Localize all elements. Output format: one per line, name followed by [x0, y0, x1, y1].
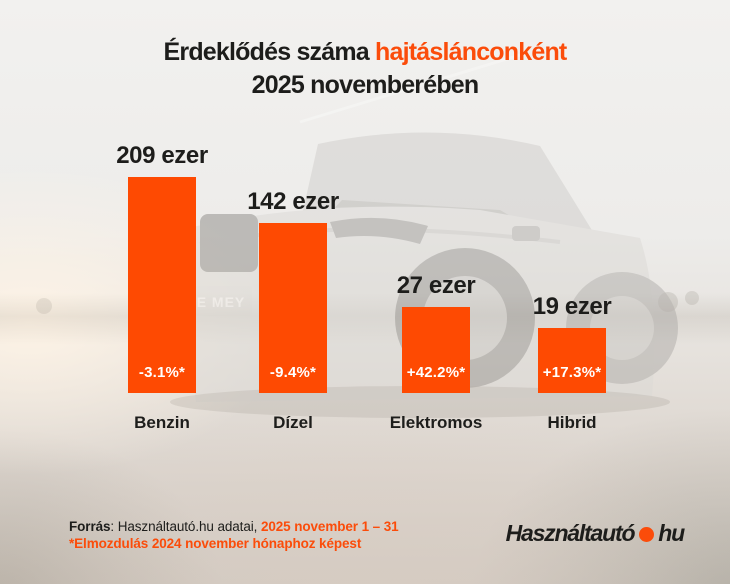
- category-label-hibrid: Hibrid: [547, 413, 597, 432]
- category-label-dizel: Dízel: [273, 413, 313, 432]
- value-label: 27 ezer: [396, 272, 476, 299]
- change-label: -9.4%*: [269, 364, 317, 381]
- category-label-benzin: Benzin: [134, 413, 190, 432]
- source-line: Forrás: Használtautó.hu adatai, 2025 nov…: [69, 519, 399, 536]
- car-headlight: [330, 217, 428, 244]
- value-label: 209 ezer: [116, 142, 208, 169]
- value-label: 19 ezer: [532, 293, 612, 320]
- bar-group-dizel: 142 ezer -9.4%* Dízel: [247, 190, 339, 433]
- bar-group-benzin: 209 ezer -3.1%* Benzin: [116, 144, 208, 433]
- title-text-black: Érdeklődés száma: [163, 38, 376, 66]
- value-label: 142 ezer: [247, 188, 339, 215]
- bar-group-elektromos: 27 ezer +42.2%* Elektromos: [390, 274, 483, 433]
- tree-silhouette: [658, 292, 678, 312]
- car-shadow: [170, 386, 670, 418]
- logo-dot-icon: [639, 527, 655, 542]
- bush-silhouette: [36, 298, 52, 314]
- comparison-note: *Elmozdulás 2024 november hónaphoz képes…: [69, 535, 362, 551]
- source-label: Forrás: [69, 519, 111, 534]
- contrail: [299, 53, 521, 124]
- car-rear-rim: [590, 296, 654, 360]
- car-grille: [200, 214, 258, 272]
- bar-group-hibrid: 19 ezer +17.3%* Hibrid: [533, 295, 612, 433]
- change-label: -3.1%*: [138, 364, 186, 381]
- license-plate-text: E MEY: [197, 294, 246, 310]
- source-text: : Használtautó.hu adatai,: [110, 519, 261, 534]
- bar-benzin: -3.1%*: [128, 177, 196, 393]
- source-note: Forrás: Használtautó.hu adatai, 2025 nov…: [69, 519, 399, 552]
- logo-text-tld: hu: [658, 519, 685, 546]
- hasznaltauto-logo: Használtautó hu: [505, 518, 686, 548]
- tree-silhouette: [685, 291, 699, 305]
- category-label-elektromos: Elektromos: [389, 413, 483, 432]
- bar-elektromos: +42.2%*: [402, 307, 470, 393]
- source-date-range: 2025 november 1 – 31: [260, 519, 399, 534]
- title-text-orange: hajtáslánconként: [375, 38, 567, 66]
- bar-hibrid: +17.3%*: [538, 328, 606, 393]
- chart-title: Érdeklődés száma hajtáslánconként 2025 n…: [0, 36, 730, 102]
- bar-dizel: -9.4%*: [259, 223, 327, 393]
- title-line-1: Érdeklődés száma hajtáslánconként: [0, 36, 730, 69]
- license-plate: [190, 286, 252, 316]
- car-mirror: [512, 226, 540, 241]
- change-label: +42.2%*: [406, 364, 466, 381]
- change-label: +17.3%*: [542, 364, 602, 381]
- title-line-2: 2025 novemberében: [251, 71, 480, 99]
- logo-text-main: Használtautó: [505, 519, 636, 546]
